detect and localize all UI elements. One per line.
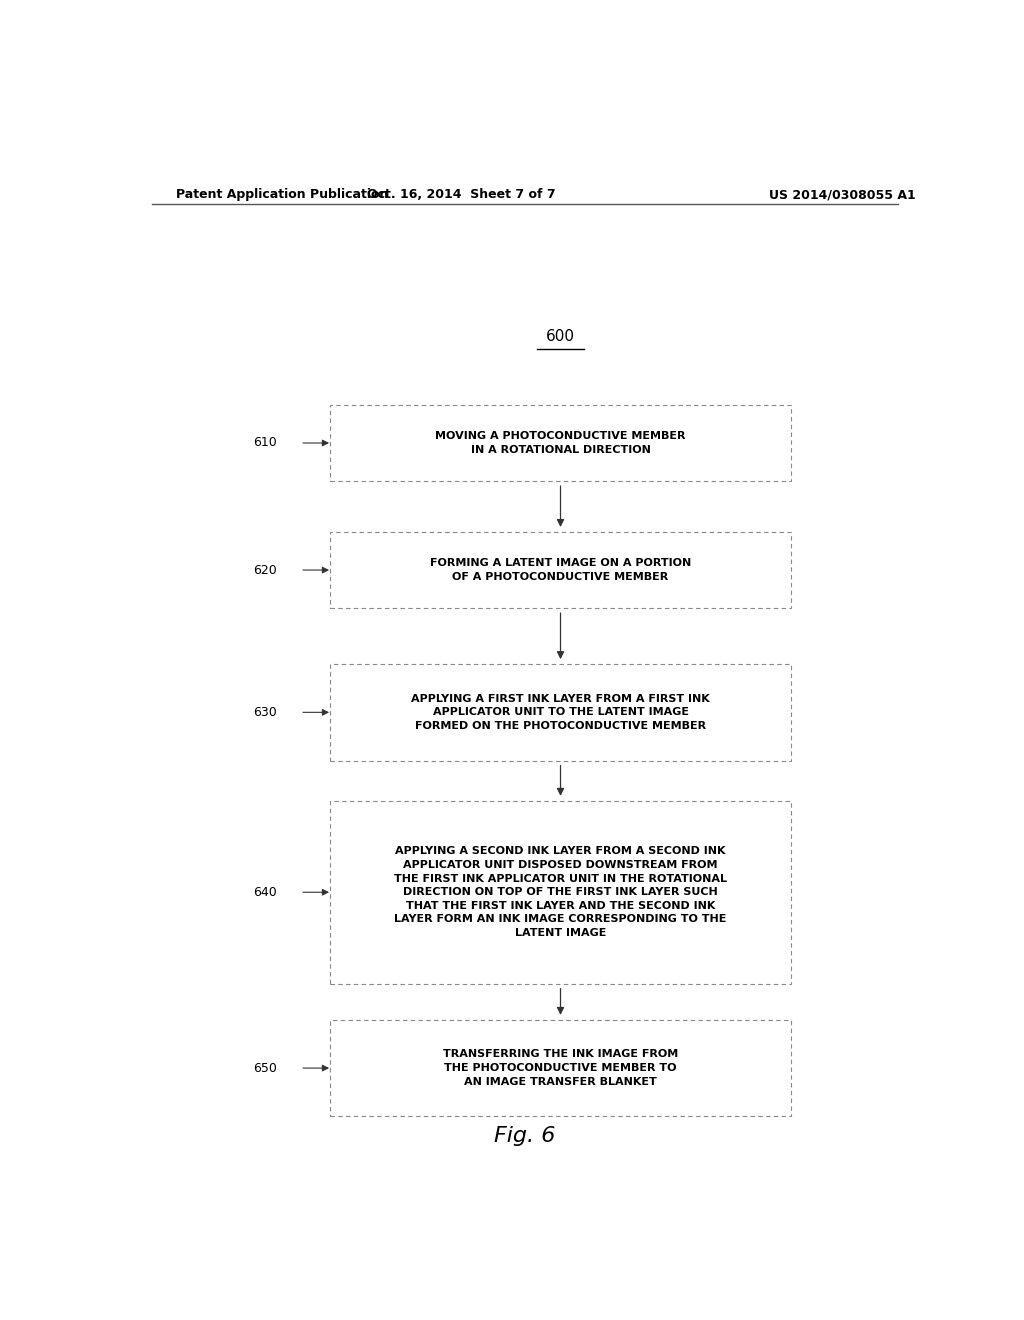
Bar bbox=[331, 664, 791, 760]
Text: 640: 640 bbox=[254, 886, 278, 899]
Text: APPLYING A FIRST INK LAYER FROM A FIRST INK
APPLICATOR UNIT TO THE LATENT IMAGE
: APPLYING A FIRST INK LAYER FROM A FIRST … bbox=[412, 694, 710, 731]
Text: 610: 610 bbox=[254, 437, 278, 450]
Text: Fig. 6: Fig. 6 bbox=[495, 1126, 555, 1146]
Text: MOVING A PHOTOCONDUCTIVE MEMBER
IN A ROTATIONAL DIRECTION: MOVING A PHOTOCONDUCTIVE MEMBER IN A ROT… bbox=[435, 432, 686, 455]
Text: 650: 650 bbox=[253, 1061, 278, 1074]
Text: APPLYING A SECOND INK LAYER FROM A SECOND INK
APPLICATOR UNIT DISPOSED DOWNSTREA: APPLYING A SECOND INK LAYER FROM A SECON… bbox=[394, 846, 727, 939]
Text: TRANSFERRING THE INK IMAGE FROM
THE PHOTOCONDUCTIVE MEMBER TO
AN IMAGE TRANSFER : TRANSFERRING THE INK IMAGE FROM THE PHOT… bbox=[443, 1049, 678, 1086]
Text: FORMING A LATENT IMAGE ON A PORTION
OF A PHOTOCONDUCTIVE MEMBER: FORMING A LATENT IMAGE ON A PORTION OF A… bbox=[430, 558, 691, 582]
Text: Oct. 16, 2014  Sheet 7 of 7: Oct. 16, 2014 Sheet 7 of 7 bbox=[367, 189, 556, 202]
Bar bbox=[331, 532, 791, 609]
Bar bbox=[331, 801, 791, 983]
Bar bbox=[331, 1020, 791, 1117]
Bar bbox=[331, 405, 791, 480]
Text: 630: 630 bbox=[254, 706, 278, 719]
Text: US 2014/0308055 A1: US 2014/0308055 A1 bbox=[769, 189, 915, 202]
Text: Patent Application Publication: Patent Application Publication bbox=[176, 189, 388, 202]
Text: 600: 600 bbox=[546, 329, 575, 343]
Text: 620: 620 bbox=[254, 564, 278, 577]
